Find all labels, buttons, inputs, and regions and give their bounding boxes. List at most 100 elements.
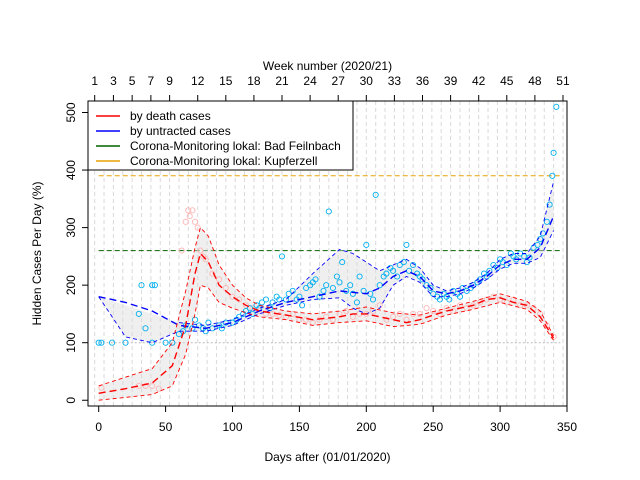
- data-point: [142, 325, 149, 332]
- data-point: [396, 310, 403, 317]
- top-tick-label: 24: [303, 74, 317, 88]
- data-point: [175, 331, 183, 338]
- legend-label: by untracted cases: [130, 124, 231, 138]
- y-tick-label: 500: [64, 102, 78, 122]
- data-point: [209, 270, 216, 277]
- data-point: [95, 339, 102, 346]
- confidence-band: [98, 181, 554, 343]
- x-tick-label: 300: [490, 420, 510, 434]
- lower-bound-line: [98, 284, 554, 401]
- legend-label: by death cases: [130, 109, 211, 123]
- data-point: [347, 282, 354, 289]
- data-point: [356, 273, 363, 280]
- data-point: [423, 282, 430, 289]
- data-point: [303, 284, 310, 292]
- data-point: [550, 149, 557, 156]
- data-point: [363, 241, 370, 248]
- data-point: [312, 276, 319, 283]
- data-point: [242, 302, 249, 309]
- data-point: [320, 287, 327, 294]
- data-point: [218, 325, 225, 332]
- data-point: [539, 230, 546, 237]
- legend-box: [87, 100, 354, 171]
- data-point: [256, 307, 263, 315]
- data-point: [278, 253, 286, 260]
- top-tick-label: 9: [166, 74, 173, 88]
- data-point: [142, 382, 149, 389]
- data-point: [162, 339, 169, 346]
- data-point: [534, 241, 541, 248]
- fit-lines: [98, 181, 555, 401]
- data-point: [189, 325, 196, 332]
- data-point: [403, 241, 410, 248]
- legend-label: Corona-Monitoring lokal: Kupferzell: [130, 154, 317, 168]
- data-point: [390, 313, 397, 320]
- upper-bound-line: [98, 226, 554, 387]
- x-tick-label: 350: [557, 420, 577, 434]
- data-point: [349, 290, 356, 297]
- data-point: [446, 296, 453, 303]
- data-point: [450, 287, 457, 294]
- data-point: [109, 339, 116, 346]
- data-point: [383, 270, 390, 277]
- data-point: [289, 310, 296, 317]
- data-point: [209, 325, 216, 332]
- fit-line: [98, 215, 555, 330]
- top-tick-label: 21: [275, 74, 289, 88]
- data-point: [343, 307, 350, 315]
- data-point: [353, 299, 360, 306]
- x-tick-label: 200: [356, 420, 376, 434]
- y-tick-label: 400: [64, 160, 78, 180]
- data-point: [497, 296, 504, 303]
- data-point: [299, 302, 306, 309]
- x-tick-label: 100: [222, 420, 242, 434]
- x-axis-title: Days after (01/01/2020): [264, 450, 390, 464]
- data-point: [550, 333, 557, 340]
- data-point: [229, 293, 236, 300]
- top-tick-label: 3: [110, 74, 117, 88]
- data-point: [543, 218, 550, 225]
- x-tick-label: 50: [159, 420, 173, 434]
- data-point: [186, 213, 193, 220]
- data-point: [155, 385, 162, 392]
- data-point: [276, 312, 283, 319]
- data-point: [138, 282, 145, 289]
- top-tick-label: 36: [416, 74, 430, 88]
- top-tick-label: 1: [91, 74, 98, 88]
- data-point: [333, 273, 340, 280]
- data-point: [383, 316, 390, 323]
- reference-lines: [98, 175, 561, 344]
- data-point: [416, 310, 423, 317]
- data-point: [135, 310, 142, 317]
- data-point: [323, 282, 330, 289]
- data-point: [197, 247, 204, 254]
- fit-line: [98, 252, 555, 394]
- data-point: [372, 191, 379, 198]
- top-tick-label: 15: [219, 74, 233, 88]
- data-point: [242, 307, 249, 315]
- y-tick-label: 0: [64, 397, 78, 404]
- data-point: [189, 207, 196, 214]
- data-point: [191, 218, 199, 225]
- data-point: [246, 305, 253, 312]
- data-point: [325, 208, 332, 215]
- data-point: [463, 305, 470, 312]
- top-tick-label: 12: [191, 74, 205, 88]
- data-point: [369, 296, 377, 303]
- x-tick-label: 150: [289, 420, 309, 434]
- data-point: [503, 299, 510, 306]
- data-point: [390, 267, 397, 274]
- data-point: [262, 296, 270, 303]
- data-point: [410, 261, 417, 269]
- data-point: [276, 296, 283, 303]
- data-point: [262, 310, 270, 317]
- data-point: [546, 201, 553, 208]
- data-point: [549, 172, 556, 179]
- top-tick-label: 5: [129, 74, 136, 88]
- data-point: [149, 382, 156, 389]
- data-point: [463, 287, 470, 294]
- data-point: [526, 254, 533, 261]
